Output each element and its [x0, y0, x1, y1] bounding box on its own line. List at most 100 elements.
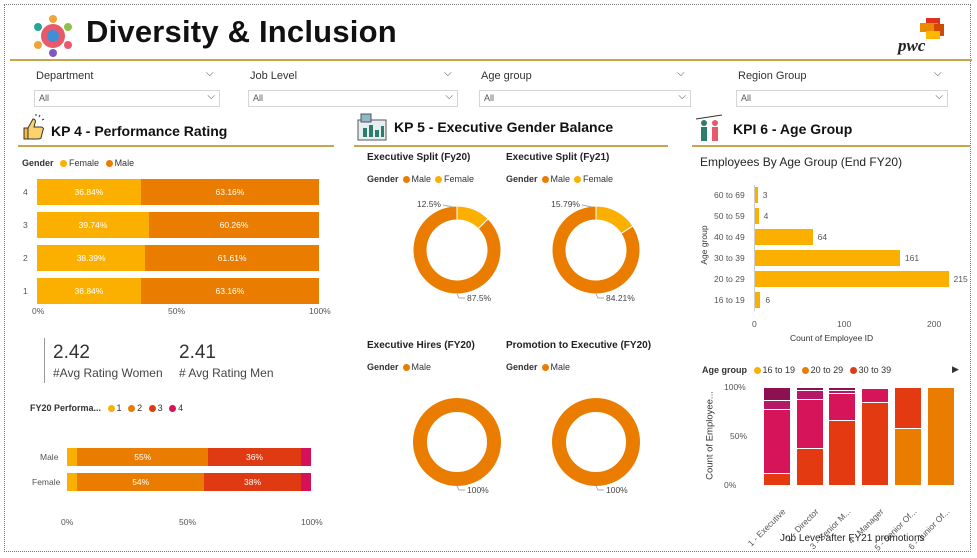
donut-legend-item: Male [550, 174, 571, 184]
age-bar[interactable] [755, 271, 949, 287]
kpi-men-value: 2.41 [179, 342, 216, 363]
donut-small-label: 15.79% [551, 199, 580, 209]
age30-legend-dot [849, 367, 857, 375]
kp4-male-label: 61.61% [217, 253, 247, 263]
age-axis-label: Age group [699, 225, 709, 265]
kp4-female-label: 36.84% [74, 286, 104, 296]
filter-dropdown-3[interactable]: All ⌵ [736, 90, 948, 107]
donut-legend: Gender Male [367, 362, 431, 372]
stack-segment[interactable] [764, 408, 790, 474]
perf-segment-3[interactable]: 38% [204, 473, 301, 491]
filter-collapse-chevron-icon[interactable]: ⌵ [206, 68, 214, 79]
donut-big-label: 100% [467, 485, 489, 495]
thumbs-up-icon [18, 114, 46, 142]
stack-legend-2: 20 to 29 [810, 365, 844, 375]
donut-slice-male[interactable] [552, 398, 640, 486]
kpi-women-value: 2.42 [53, 342, 90, 363]
kp4-bar[interactable]: 36.84% 63.16% [37, 278, 319, 304]
perf-bar[interactable]: 55% 36% [67, 448, 311, 466]
filter-dropdown-1[interactable]: All ⌵ [248, 90, 458, 107]
kp4-female-label: 38.39% [76, 253, 106, 263]
stack-segment[interactable] [796, 387, 823, 390]
kp4-bar-male[interactable]: 63.16% [140, 179, 319, 205]
legend-next-arrow[interactable]: ▶ [952, 364, 959, 374]
stack-column[interactable] [927, 387, 954, 485]
stack-segment[interactable] [764, 387, 790, 400]
kp4-bar-male[interactable]: 61.61% [145, 245, 319, 271]
donut-legend: Gender Male [506, 362, 570, 372]
donut-title: Executive Split (Fy20) [367, 152, 471, 163]
donut-legend-dot [541, 176, 549, 184]
kp4-title: KP 4 - Performance Rating [51, 123, 228, 139]
stack-column[interactable] [764, 387, 790, 485]
stack-column[interactable] [894, 387, 921, 485]
age-bar[interactable] [755, 250, 900, 266]
perf-legend-2: 2 [137, 403, 143, 413]
stack-column[interactable] [829, 387, 856, 485]
kp4-bar[interactable]: 36.84% 63.16% [37, 179, 319, 205]
kp4-bar-female[interactable]: 36.84% [37, 278, 141, 304]
stack-y-tick: 0% [724, 480, 737, 490]
filter-dropdown-2[interactable]: All ⌵ [479, 90, 691, 107]
kp4-bar-female[interactable]: 39.74% [37, 212, 150, 238]
stack-segment[interactable] [764, 473, 790, 485]
stack-segment[interactable] [862, 401, 889, 485]
stack-column[interactable] [862, 386, 889, 485]
kp4-bar[interactable]: 39.74% 60.26% [37, 212, 319, 238]
kp4-divider [18, 145, 334, 147]
perf-bar[interactable]: 54% 38% [67, 473, 311, 491]
stack-column[interactable] [796, 387, 823, 485]
filter-dropdown-0[interactable]: All ⌵ [34, 90, 220, 107]
stack-segment[interactable] [862, 386, 889, 388]
pwc-logo-text: pwc [898, 36, 926, 55]
stack-segment[interactable] [796, 389, 823, 399]
age-bar[interactable] [755, 208, 759, 224]
stack-segment[interactable] [927, 387, 954, 485]
chevron-down-icon: ⌵ [935, 91, 943, 102]
kp4-bar-female[interactable]: 36.84% [37, 179, 141, 205]
filter-value: All [253, 93, 264, 103]
kp4-bar[interactable]: 38.39% 61.61% [37, 245, 319, 271]
perf-segment-4[interactable] [300, 448, 311, 466]
donut-legend-title: Gender [367, 362, 399, 372]
diversity-logo [30, 13, 76, 59]
stack-segment[interactable] [829, 392, 856, 421]
perf-segment-2[interactable]: 54% [77, 473, 205, 491]
kp4-bar-female[interactable]: 38.39% [37, 245, 146, 271]
stack-segment[interactable] [796, 447, 823, 485]
kp4-bar-male[interactable]: 63.16% [140, 278, 319, 304]
donut-slice-male[interactable] [412, 205, 502, 295]
kp4-legend-male: Male [114, 158, 135, 168]
perf-segment-4[interactable] [300, 473, 311, 491]
kp4-male-label: 63.16% [215, 187, 245, 197]
stack-segment[interactable] [829, 420, 856, 485]
kp4-row-label: 1 [23, 286, 28, 296]
filter-label-1: Job Level [250, 70, 298, 82]
stack-legend-1: 16 to 19 [762, 365, 796, 375]
filter-collapse-chevron-icon[interactable]: ⌵ [677, 68, 685, 79]
stack-segment[interactable] [796, 398, 823, 448]
donut-slice-male[interactable] [413, 398, 501, 486]
filter-collapse-chevron-icon[interactable]: ⌵ [934, 68, 942, 79]
donut-legend-dot [541, 364, 549, 372]
stack-segment[interactable] [829, 387, 856, 390]
stack-segment[interactable] [894, 428, 921, 485]
age-bar[interactable] [755, 187, 758, 203]
perf-segment-1[interactable] [67, 473, 78, 491]
perf-segment-2[interactable]: 55% [77, 448, 209, 466]
stack-y-label: Count of Employee... [704, 391, 716, 480]
filter-collapse-chevron-icon[interactable]: ⌵ [444, 68, 452, 79]
stack-segment[interactable] [894, 387, 921, 429]
age-bar[interactable] [755, 292, 761, 308]
stack-legend-title: Age group [702, 365, 747, 375]
stack-segment[interactable] [829, 389, 856, 393]
kp4-bar-male[interactable]: 60.26% [149, 212, 319, 238]
perf-segment-1[interactable] [67, 448, 78, 466]
perf-segment-3[interactable]: 36% [208, 448, 301, 466]
stack-segment[interactable] [764, 399, 790, 409]
age-bar[interactable] [755, 229, 813, 245]
chevron-down-icon: ⌵ [207, 91, 215, 102]
stack-segment[interactable] [862, 387, 889, 402]
count-tick: 100 [837, 319, 852, 329]
donut-slice-male[interactable] [551, 205, 641, 295]
